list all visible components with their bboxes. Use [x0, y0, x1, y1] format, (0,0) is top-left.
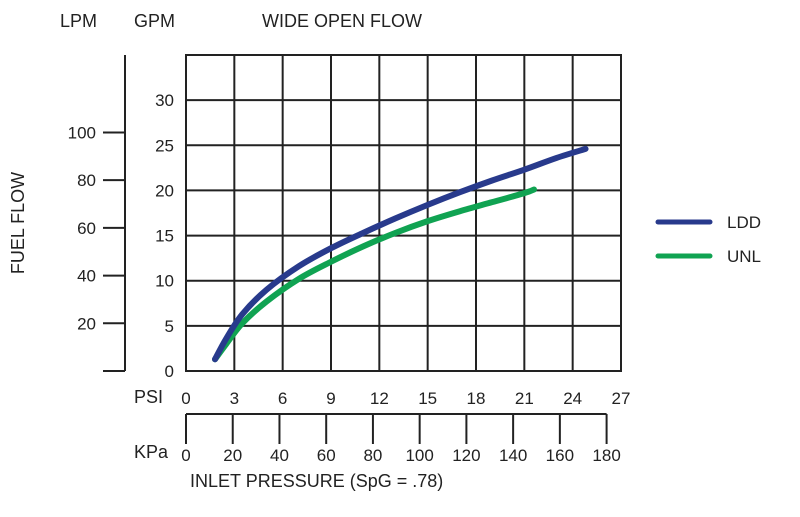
gpm-tick-label: 30	[155, 91, 174, 110]
lpm-tick-label: 100	[68, 123, 96, 142]
lpm-unit-label: LPM	[60, 11, 97, 31]
gpm-unit-label: GPM	[134, 11, 175, 31]
gpm-tick-label: 0	[165, 362, 174, 381]
kpa-tick-label: 20	[223, 446, 242, 465]
lpm-tick-label: 40	[77, 267, 96, 286]
psi-tick-label: 18	[467, 389, 486, 408]
lpm-tick-label: 60	[77, 219, 96, 238]
legend-label-unl: UNL	[727, 247, 761, 266]
gpm-tick-label: 5	[165, 317, 174, 336]
y-axis-title: FUEL FLOW	[8, 172, 28, 274]
psi-tick-label: 21	[515, 389, 534, 408]
psi-tick-label: 15	[418, 389, 437, 408]
kpa-axis-label: KPa	[134, 442, 169, 462]
x-axis-title: INLET PRESSURE (SpG = .78)	[190, 471, 443, 491]
psi-tick-label: 12	[370, 389, 389, 408]
gpm-tick-label: 20	[155, 181, 174, 200]
gpm-tick-label: 15	[155, 227, 174, 246]
psi-tick-label: 27	[612, 389, 631, 408]
kpa-tick-label: 180	[592, 446, 620, 465]
kpa-tick-label: 100	[405, 446, 433, 465]
kpa-tick-label: 40	[270, 446, 289, 465]
series-lines	[212, 145, 589, 363]
plot-border	[185, 54, 622, 372]
psi-axis-label: PSI	[134, 387, 163, 407]
gpm-tick-label: 25	[155, 136, 174, 155]
kpa-tick-label: 80	[363, 446, 382, 465]
psi-tick-label: 3	[230, 389, 239, 408]
grid	[185, 54, 622, 372]
lpm-tick-label: 80	[77, 171, 96, 190]
series-line-ldd	[212, 145, 589, 363]
kpa-tick-label: 120	[452, 446, 480, 465]
kpa-tick-label: 160	[546, 446, 574, 465]
chart-title: WIDE OPEN FLOW	[262, 11, 422, 31]
psi-tick-label: 24	[563, 389, 582, 408]
psi-tick-label: 6	[278, 389, 287, 408]
legend-label-ldd: LDD	[727, 213, 761, 232]
psi-tick-label: 0	[181, 389, 190, 408]
lpm-tick-label: 20	[77, 314, 96, 333]
gpm-tick-label: 10	[155, 272, 174, 291]
series-line-unl	[212, 186, 537, 363]
kpa-tick-label: 0	[181, 446, 190, 465]
kpa-tick-label: 60	[317, 446, 336, 465]
axes: 0 5 10 15 20 25 30 20 40 60 80 100 0 3 6 9 12 15 18 21 24 27 0…	[68, 55, 631, 465]
kpa-tick-label: 140	[499, 446, 527, 465]
psi-tick-label: 9	[326, 389, 335, 408]
legend: LDD UNL	[655, 213, 761, 266]
